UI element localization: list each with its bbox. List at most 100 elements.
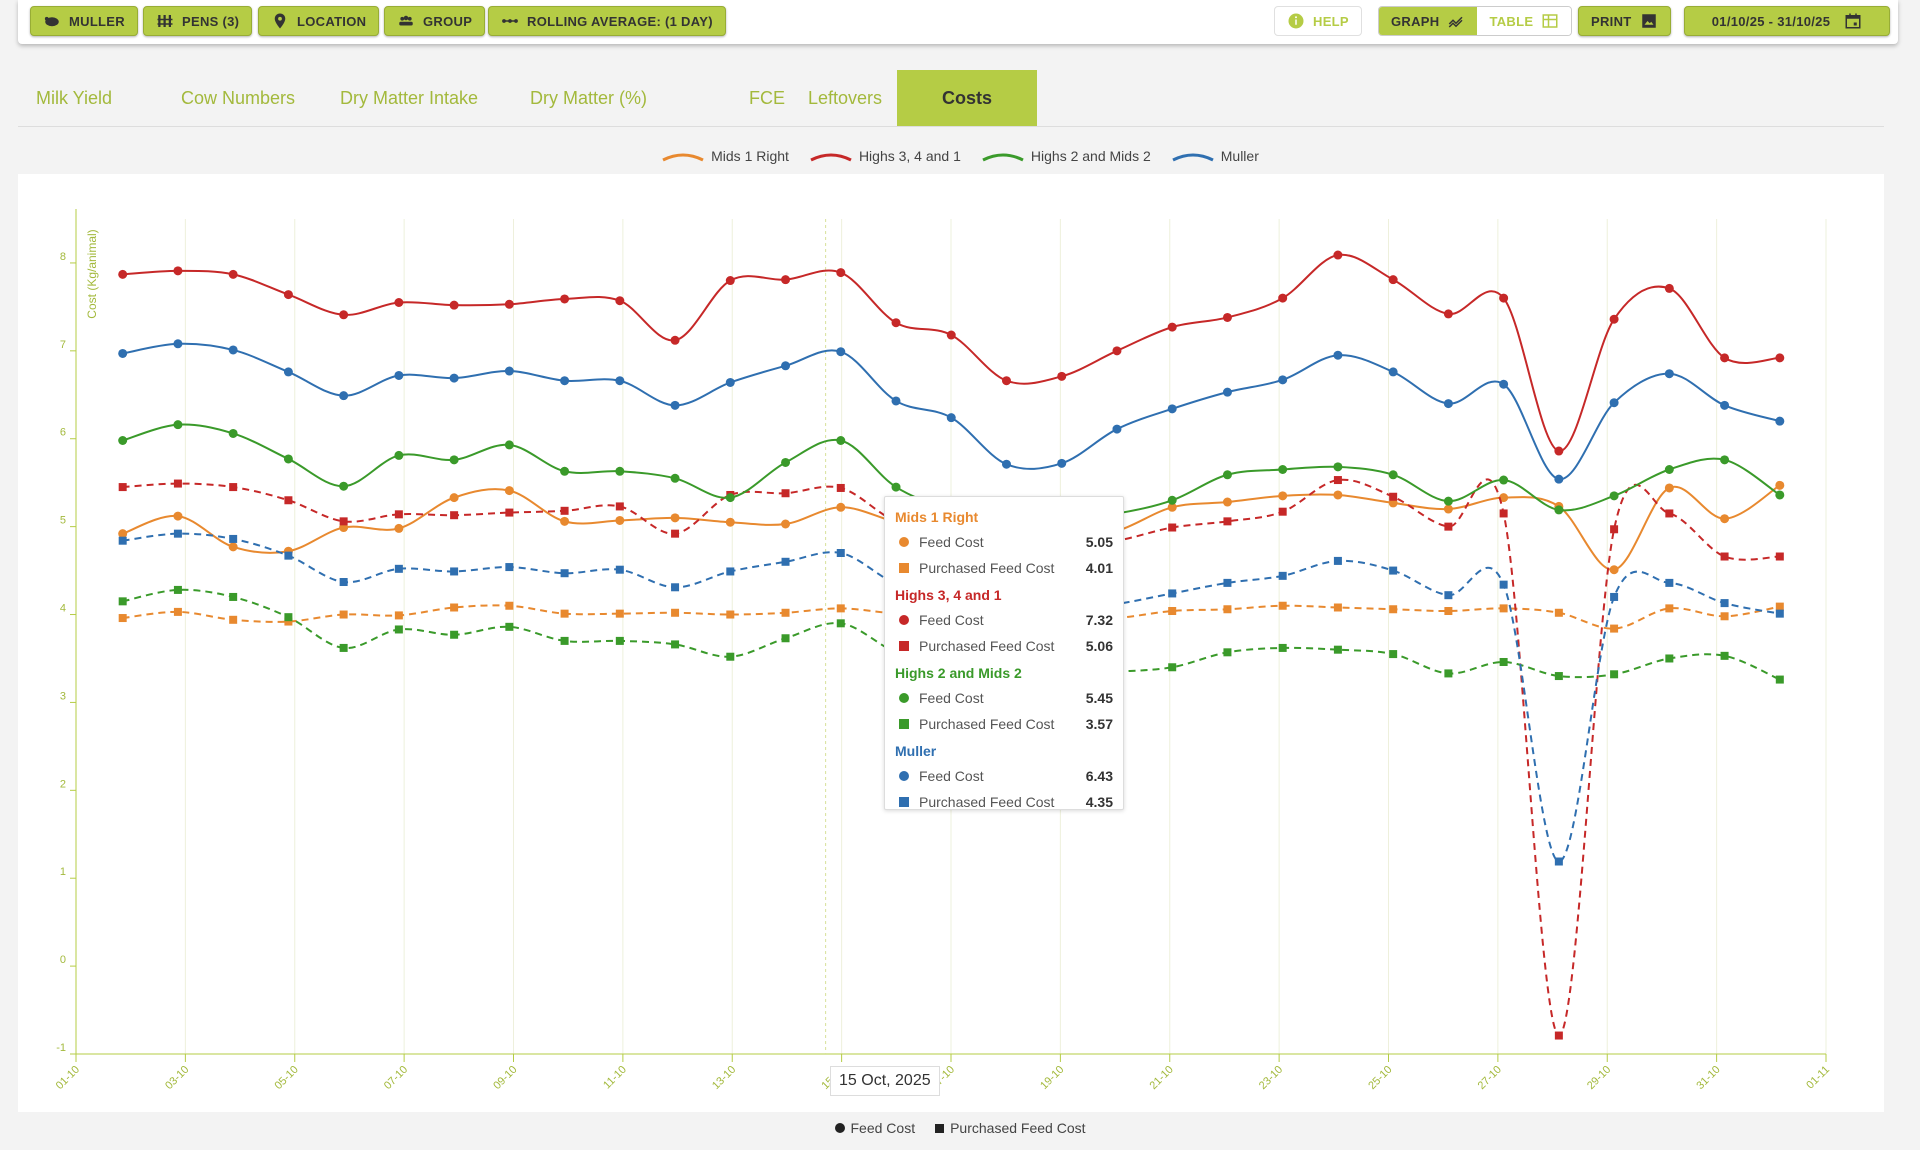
x-tick-label: 25-10 (1366, 1064, 1394, 1092)
data-point-highs-3-4-and-1-purchased (1168, 523, 1177, 532)
tooltip-value: 3.57 (1085, 716, 1113, 732)
tooltip-label: Feed Cost (919, 690, 984, 706)
tooltip-value: 4.01 (1085, 560, 1113, 576)
x-tick-label: 07-10 (382, 1064, 410, 1092)
data-point-mids-1-right-purchased (1444, 607, 1453, 616)
y-tick-label: -1 (56, 1042, 66, 1054)
data-point-highs-3-4-and-1-feed (1554, 446, 1564, 456)
data-point-highs-2-and-mids-2-feed (283, 454, 293, 464)
rolling-average-button[interactable]: ROLLING AVERAGE: (1 DAY) (488, 6, 726, 36)
data-point-highs-3-4-and-1-feed (1443, 309, 1453, 319)
data-point-muller-purchased (1775, 609, 1784, 618)
tab-fce[interactable]: FCE (749, 87, 785, 108)
square-marker-icon (899, 641, 909, 651)
legend-label: Muller (1220, 148, 1259, 164)
data-point-muller-feed (283, 367, 293, 377)
data-point-highs-2-and-mids-2-feed (1609, 491, 1619, 501)
y-tick-label: 6 (60, 427, 66, 439)
data-point-highs-3-4-and-1-purchased (1499, 509, 1508, 518)
group-button[interactable]: GROUP (384, 6, 486, 36)
data-point-highs-3-4-and-1-feed (1333, 250, 1343, 260)
data-point-muller-feed (449, 373, 459, 383)
data-point-highs-2-and-mids-2-purchased (118, 597, 127, 606)
tooltip-value: 4.35 (1085, 794, 1113, 810)
tooltip-group-highs-3-4-1: Highs 3, 4 and 1 (895, 587, 1002, 603)
legend-highs-2-mids-2[interactable]: Highs 2 and Mids 2 (981, 148, 1151, 164)
table-toggle[interactable]: TABLE (1477, 7, 1572, 35)
legend-mids-1-right[interactable]: Mids 1 Right (661, 148, 789, 164)
tab-leftovers[interactable]: Leftovers (808, 87, 883, 108)
table-icon (1542, 14, 1558, 28)
data-point-muller-feed (1499, 379, 1509, 389)
data-point-highs-3-4-and-1-purchased (671, 529, 680, 538)
data-point-muller-feed (173, 339, 183, 349)
data-point-highs-3-4-and-1-purchased (1278, 507, 1287, 516)
legend-label: Purchased Feed Cost (950, 1120, 1086, 1136)
data-point-highs-2-and-mids-2-feed (1554, 505, 1564, 515)
data-point-muller-purchased (836, 549, 845, 557)
x-tick-label: 31-10 (1694, 1064, 1722, 1092)
data-point-muller-purchased (1389, 566, 1398, 575)
help-button[interactable]: HELP (1274, 6, 1362, 36)
data-point-highs-3-4-and-1-feed (725, 276, 735, 286)
square-marker-icon (899, 563, 909, 573)
data-point-muller-feed (1609, 398, 1619, 408)
data-point-highs-2-and-mids-2-purchased (450, 630, 459, 639)
data-point-highs-2-and-mids-2-feed (1167, 495, 1177, 505)
data-point-muller-purchased (1665, 578, 1674, 587)
y-axis-title: Cost (Kg/animal) (85, 229, 99, 318)
legend-highs-3-4-1[interactable]: Highs 3, 4 and 1 (809, 148, 961, 164)
data-point-highs-2-and-mids-2-feed (615, 466, 625, 476)
tooltip-value: 5.05 (1085, 534, 1113, 550)
data-point-muller-purchased (505, 563, 514, 572)
data-point-highs-3-4-and-1-purchased (1223, 517, 1232, 526)
data-point-highs-3-4-and-1-purchased (1389, 492, 1398, 501)
data-point-mids-1-right-feed (504, 486, 514, 496)
y-tick-label: 1 (60, 866, 66, 878)
table-label: TABLE (1489, 13, 1534, 29)
data-point-highs-2-and-mids-2-feed (725, 493, 735, 503)
tab-dry-matter-percent[interactable]: Dry Matter (%) (530, 87, 647, 108)
pens-button[interactable]: PENS (3) (143, 6, 253, 36)
data-point-muller-purchased (1444, 591, 1453, 600)
legend-feed-cost[interactable]: Feed Cost (834, 1120, 915, 1136)
data-point-mids-1-right-purchased (1499, 604, 1508, 613)
data-point-mids-1-right-purchased (1389, 605, 1398, 614)
print-button[interactable]: PRINT (1578, 6, 1671, 36)
chart-tooltip: Mids 1 Right Feed Cost 5.05 Purchased Fe… (884, 496, 1124, 810)
data-point-highs-3-4-and-1-feed (836, 268, 846, 278)
tab-dry-matter-intake[interactable]: Dry Matter Intake (340, 87, 479, 108)
x-tick-label: 11-10 (601, 1064, 629, 1092)
legend-muller[interactable]: Muller (1171, 148, 1259, 164)
x-tick-label: 13-10 (710, 1064, 738, 1092)
circle-marker-icon (899, 537, 909, 547)
tab-costs[interactable]: Costs (897, 70, 1037, 126)
data-point-highs-3-4-and-1-feed (1499, 293, 1509, 303)
data-point-muller-feed (560, 376, 570, 386)
tab-cow-numbers[interactable]: Cow Numbers (181, 87, 296, 108)
group-icon (399, 15, 413, 26)
graph-toggle[interactable]: GRAPH (1379, 7, 1478, 35)
data-point-mids-1-right-feed (173, 511, 183, 521)
data-point-muller-feed (1775, 416, 1785, 426)
data-point-highs-3-4-and-1-feed (946, 330, 956, 340)
data-point-muller-feed (781, 361, 791, 371)
data-point-highs-2-and-mids-2-feed (1499, 475, 1509, 485)
data-point-highs-2-and-mids-2-purchased (615, 636, 624, 645)
data-point-muller-purchased (229, 534, 238, 543)
legend-line-icon (1172, 153, 1214, 162)
data-point-muller-purchased (1720, 599, 1729, 608)
map-pin-icon (274, 13, 286, 29)
muller-button[interactable]: MULLER (30, 6, 138, 36)
date-range-button[interactable]: 01/10/25 - 31/10/25 (1684, 6, 1890, 36)
tab-milk-yield[interactable]: Milk Yield (36, 87, 113, 108)
data-point-highs-3-4-and-1-feed (1222, 312, 1232, 322)
data-point-mids-1-right-feed (670, 513, 680, 523)
circle-marker-icon (899, 771, 909, 781)
legend-purchased-feed-cost[interactable]: Purchased Feed Cost (935, 1120, 1086, 1136)
data-point-mids-1-right-purchased (118, 614, 127, 623)
location-button[interactable]: LOCATION (258, 6, 380, 36)
data-point-highs-3-4-and-1-purchased (781, 489, 790, 498)
data-point-highs-2-and-mids-2-feed (1443, 496, 1453, 506)
location-label: LOCATION (297, 13, 367, 29)
